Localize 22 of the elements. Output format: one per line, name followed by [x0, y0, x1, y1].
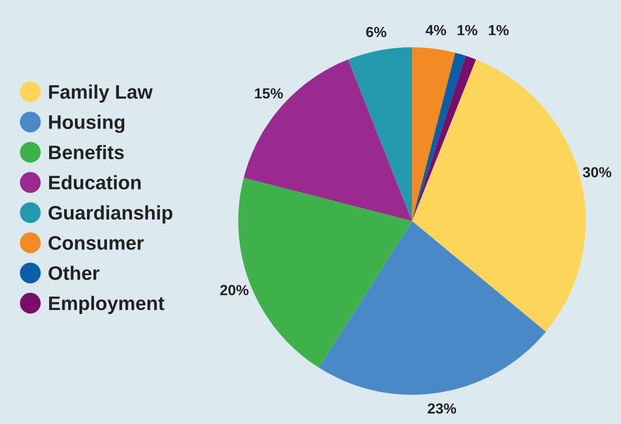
pie-slice [412, 47, 456, 221]
data-label: 23% [428, 403, 456, 414]
legend-label: Guardianship [48, 205, 172, 224]
pie-slice [244, 59, 412, 221]
pie-slice [412, 52, 466, 221]
pie-slice [412, 56, 476, 221]
data-label: 1% [458, 25, 478, 36]
pie-slice [348, 47, 412, 221]
data-label: 4% [426, 25, 446, 36]
legend-label: Education [49, 175, 141, 190]
legend-label: Housing [49, 114, 124, 133]
data-label: 1% [488, 25, 509, 36]
legend-label: Benefits [49, 144, 124, 160]
data-label: 20% [220, 284, 249, 296]
legend-label: Other [48, 266, 100, 280]
data-label: 15% [254, 88, 283, 99]
pie-slice [318, 221, 546, 395]
data-label: 6% [366, 26, 386, 38]
legend-label: Employment [49, 296, 164, 314]
legend-label: Consumer [48, 236, 144, 250]
legend-label: Family Law [49, 84, 153, 103]
data-label: 30% [582, 167, 612, 178]
